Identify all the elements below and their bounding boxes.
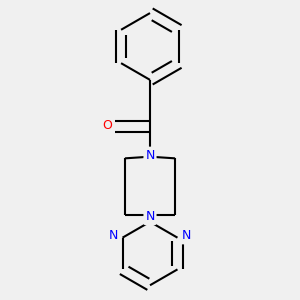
Text: N: N [145, 210, 155, 223]
Text: N: N [109, 230, 119, 242]
Text: N: N [182, 230, 191, 242]
Text: O: O [103, 119, 112, 133]
Text: N: N [145, 148, 155, 161]
